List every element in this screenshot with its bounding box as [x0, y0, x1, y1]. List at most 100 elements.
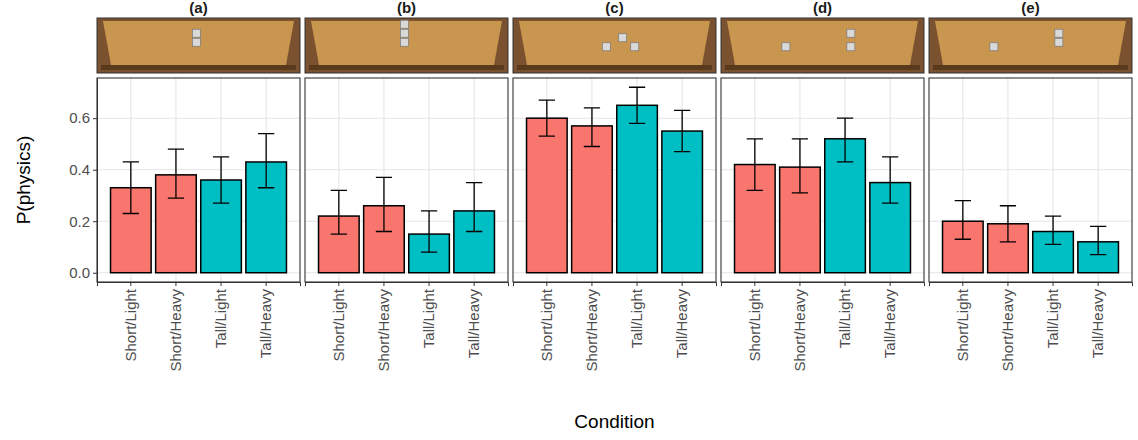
error-bar-line	[837, 118, 853, 162]
scene-cube	[400, 20, 408, 28]
tick: Tall/Heavy	[881, 282, 898, 358]
error-bar-line	[539, 100, 555, 136]
error-bar-line	[466, 183, 482, 232]
error-bar-line	[747, 139, 763, 191]
tick: Tall/Light	[628, 282, 645, 348]
tick-mark	[221, 282, 222, 286]
axis-line	[98, 283, 301, 287]
panel-border	[97, 78, 300, 282]
error-bar	[539, 100, 555, 136]
scene-image	[97, 18, 300, 73]
error-bar-line	[584, 108, 600, 147]
tick-label: Tall/Light	[628, 288, 645, 348]
error-bar-line	[168, 149, 184, 198]
scene-cube	[782, 43, 790, 51]
error-bar	[421, 211, 437, 252]
error-bar	[1000, 206, 1016, 242]
tick-mark	[93, 118, 97, 119]
panel-title: (a)	[189, 0, 207, 16]
tick: Tall/Light	[212, 282, 229, 348]
tick-mark	[682, 282, 683, 286]
tick-label: Tall/Heavy	[673, 289, 690, 359]
tick-label: Tall/Heavy	[1089, 289, 1106, 359]
tick-mark	[1098, 282, 1099, 286]
tick-label: Short/Light	[954, 288, 971, 361]
tick: Tall/Light	[420, 282, 437, 348]
error-bar-line	[882, 157, 898, 203]
scene-cube	[847, 43, 855, 51]
error-bar	[1090, 226, 1106, 254]
scene-cube	[400, 29, 408, 37]
tick-label: Short/Light	[538, 288, 555, 361]
tick-mark	[754, 282, 755, 286]
scene-frame	[305, 18, 508, 73]
error-bar	[1045, 216, 1061, 244]
tick-label: Short/Heavy	[791, 289, 808, 372]
tick-mark	[93, 221, 97, 222]
tick-label: 0.6	[69, 109, 90, 126]
error-bar	[584, 108, 600, 147]
chart: (a)Short/LightShort/HeavyTall/LightTall/…	[0, 0, 1138, 440]
scene-wall	[309, 65, 504, 70]
tick: Short/Heavy	[999, 282, 1016, 372]
y-axis-title: P(physics)	[13, 136, 34, 225]
grid	[513, 78, 716, 282]
scene-cube	[990, 43, 998, 51]
tick: Short/Heavy	[167, 282, 184, 372]
tick: Short/Light	[954, 282, 971, 362]
y-axis: 0.00.20.40.6	[69, 79, 97, 283]
scene-floor	[519, 21, 710, 65]
tick-label: Tall/Light	[212, 288, 229, 348]
tick-mark	[474, 282, 475, 286]
scene-cube	[192, 38, 200, 46]
tick-label: Tall/Light	[420, 288, 437, 348]
marks	[943, 201, 1119, 273]
marks	[527, 87, 703, 272]
scene-floor	[311, 21, 502, 65]
error-bar	[376, 177, 392, 231]
grid-line	[305, 169, 508, 170]
tick: Tall/Light	[1044, 282, 1061, 348]
plot-background	[97, 78, 300, 282]
tick-label: Short/Heavy	[167, 289, 184, 372]
scene-frame	[97, 18, 300, 73]
panel: (e)Short/LightShort/HeavyTall/LightTall/…	[929, 0, 1133, 372]
error-bar-line	[792, 139, 808, 193]
tick-mark	[1053, 282, 1054, 286]
plot-background	[929, 78, 1132, 282]
tick-label: Tall/Heavy	[881, 289, 898, 359]
error-bar-line	[331, 190, 347, 234]
scene-image	[305, 18, 508, 73]
tick: Short/Heavy	[791, 282, 808, 372]
tick-label: Tall/Light	[1044, 288, 1061, 348]
tick-mark	[1007, 282, 1008, 286]
tick-label: 0.2	[69, 213, 90, 230]
scene-cube	[1055, 38, 1063, 46]
tick-mark	[890, 282, 891, 286]
tick: 0.2	[69, 213, 97, 230]
error-bar	[747, 139, 763, 191]
scene-frame	[513, 18, 716, 73]
error-bar-line	[1045, 216, 1061, 244]
scene-cube	[619, 34, 627, 42]
tick-label: Short/Light	[746, 288, 763, 361]
error-bar	[792, 139, 808, 193]
error-bar	[629, 87, 645, 123]
grid-line	[929, 169, 1132, 170]
panel-border	[513, 78, 716, 282]
x-axis: Short/LightShort/HeavyTall/LightTall/Hea…	[514, 282, 717, 372]
tick-label: 0.0	[69, 264, 90, 281]
error-bar	[882, 157, 898, 203]
grid	[305, 78, 508, 282]
error-bar-line	[1090, 226, 1106, 254]
tick-mark	[93, 170, 97, 171]
tick-label: Short/Heavy	[999, 289, 1016, 372]
tick-mark	[338, 282, 339, 286]
grid	[97, 78, 300, 282]
scene-floor	[935, 21, 1126, 65]
tick-mark	[637, 282, 638, 286]
error-bar-line	[955, 201, 971, 240]
panel-title: (d)	[813, 0, 832, 16]
tick: Short/Light	[122, 282, 139, 362]
axis-line	[306, 283, 509, 287]
